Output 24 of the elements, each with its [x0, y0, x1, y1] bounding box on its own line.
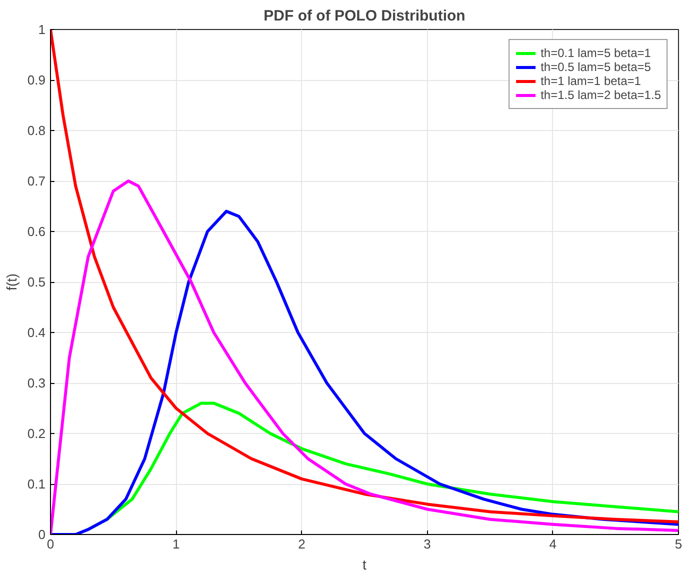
y-tick-label: 0.4: [27, 325, 46, 340]
line-series: [50, 30, 678, 524]
legend-label: th=1.5 lam=2 beta=1.5: [540, 88, 661, 102]
y-tick-label: 0: [38, 527, 46, 542]
y-tick-label: 0.6: [27, 224, 46, 239]
legend-label: th=0.5 lam=5 beta=5: [540, 60, 651, 74]
legend-label: th=0.1 lam=5 beta=1: [540, 46, 651, 60]
x-tick-label: 1: [172, 536, 180, 552]
y-tick-label: 0.2: [27, 426, 46, 441]
y-tick-label: 0.8: [27, 123, 46, 138]
y-tick-label: 0.7: [27, 174, 46, 188]
y-tick-label: 0.9: [27, 72, 46, 88]
y-axis-title: f(t): [3, 273, 20, 291]
legend-label: th=1 lam=1 beta=1: [540, 74, 641, 88]
y-tick-label: 0.3: [27, 376, 46, 390]
y-tick-label: 1: [38, 22, 46, 37]
x-tick-label: 2: [298, 536, 306, 552]
y-tick-label: 0.5: [27, 274, 46, 290]
x-tick-label: 5: [674, 536, 682, 552]
x-axis-title: t: [362, 556, 367, 572]
chart-title: PDF of of POLO Distribution: [264, 8, 466, 24]
x-tick-label: 4: [549, 536, 557, 552]
x-tick-label: 3: [424, 536, 431, 552]
y-tick-label: 0.1: [27, 476, 46, 492]
